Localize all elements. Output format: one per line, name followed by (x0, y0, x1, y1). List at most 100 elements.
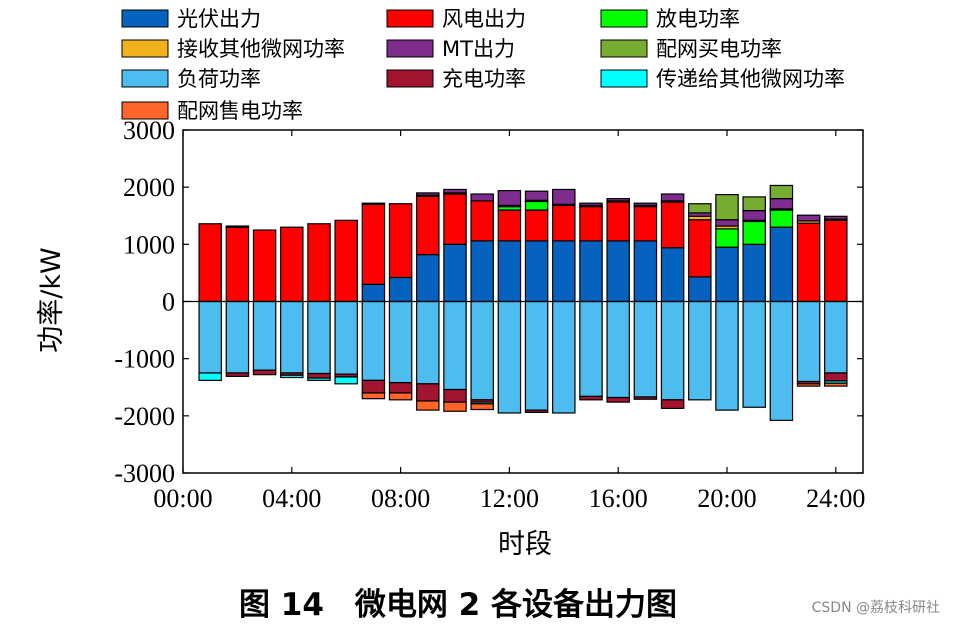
bar-segment (579, 395, 603, 401)
bar-segment (824, 219, 848, 303)
bar-segment (334, 300, 358, 375)
bar-segment (742, 220, 766, 245)
bar-segment (334, 219, 358, 303)
bar-segment (824, 300, 848, 374)
bar-segment (524, 409, 549, 414)
figure-caption: 图 14 微电网 2 各设备出力图 (239, 587, 677, 623)
bar-segment (470, 240, 494, 303)
legend-label: 放电功率 (656, 7, 740, 31)
bar-segment (361, 300, 386, 381)
bar-segment (198, 300, 222, 374)
bar-segment (388, 382, 413, 394)
bar-segment (524, 209, 549, 242)
bar-segment (796, 214, 821, 222)
bar-segment (796, 383, 821, 387)
bar-segment (606, 240, 630, 303)
bar-segment (552, 188, 576, 205)
bar-segment (252, 229, 277, 303)
bar-segment (579, 300, 603, 397)
bar-segment (470, 193, 494, 202)
bar-segment (633, 240, 658, 303)
bar-segment (688, 300, 712, 401)
bar-segment (225, 372, 250, 377)
bar-segment (688, 203, 712, 214)
bar-segment (416, 254, 440, 303)
bar-segment (443, 188, 467, 194)
bar-segment (796, 222, 821, 303)
bar-segment (524, 300, 549, 411)
x-tick-label: 24:00 (806, 484, 865, 513)
legend-label: 配网售电功率 (177, 99, 303, 123)
bar-segment (388, 276, 413, 303)
bar-segment (497, 300, 522, 414)
bar-segment (688, 219, 712, 278)
bar-segment (225, 225, 250, 228)
bar-segment (715, 193, 739, 221)
bar-segment (307, 377, 331, 381)
x-axis-ticks: 00:00 04:00 08:00 12:00 16:00 20:00 24:00 (153, 130, 865, 513)
x-tick-label: 12:00 (480, 484, 539, 513)
legend-label: 光伏出力 (177, 7, 261, 31)
bar-segment (769, 226, 794, 303)
legend-label: 配网买电功率 (656, 37, 782, 61)
bar-segment (633, 202, 658, 207)
bar-segment (715, 300, 739, 411)
x-tick-label: 00:00 (153, 484, 212, 513)
bar-segment (497, 240, 522, 303)
bar-segment (796, 300, 821, 383)
bar-segment (361, 203, 386, 285)
bar-segment (443, 388, 467, 403)
legend-swatch (600, 9, 648, 28)
bar-segment (552, 204, 576, 242)
bar-segment (198, 372, 222, 381)
bar-segment (715, 228, 739, 248)
bar-segment (198, 223, 222, 303)
bar-segment (225, 300, 250, 374)
bar-segment (633, 396, 658, 400)
bar-segment (524, 240, 549, 303)
bar-segment (742, 196, 766, 212)
bar-segment (416, 195, 440, 256)
bar-segment (579, 206, 603, 242)
x-tick-label: 04:00 (262, 484, 321, 513)
y-tick-label: 1000 (123, 230, 175, 259)
bar-segment (769, 184, 794, 200)
bar-segment (715, 219, 739, 227)
bar-segment (443, 193, 467, 245)
legend-label: MT出力 (442, 37, 515, 61)
legend-swatch (121, 101, 169, 120)
x-tick-label: 08:00 (371, 484, 430, 513)
bar-segment (769, 198, 794, 210)
y-tick-label: -1000 (114, 345, 175, 374)
y-tick-label: 2000 (123, 173, 175, 202)
bar-segment (769, 209, 794, 228)
x-tick-label: 20:00 (697, 484, 756, 513)
bar-segment (606, 300, 630, 399)
legend-swatch (121, 39, 169, 58)
bar-segment (606, 396, 630, 403)
bar-segment (307, 300, 331, 375)
bar-segment (307, 372, 331, 379)
bar-segment (470, 200, 494, 242)
bar-segment (307, 223, 331, 303)
bar-segment (416, 300, 440, 385)
bar-segment (252, 369, 277, 376)
bar-segment (225, 226, 250, 303)
bar-segment (443, 243, 467, 303)
bar-segment (470, 300, 494, 401)
bar-segment (824, 382, 848, 387)
bars-layer (198, 184, 848, 422)
bar-segment (660, 300, 685, 401)
bar-segment (660, 201, 685, 249)
bar-segment (552, 240, 576, 303)
bar-segment (769, 300, 794, 422)
bar-segment (443, 300, 467, 391)
legend-label: 负荷功率 (177, 67, 261, 91)
legend-swatch (121, 69, 169, 88)
bar-segment (742, 210, 766, 221)
legend-swatch (121, 9, 169, 28)
legend-label: 风电出力 (442, 7, 526, 31)
bar-segment (606, 198, 630, 202)
